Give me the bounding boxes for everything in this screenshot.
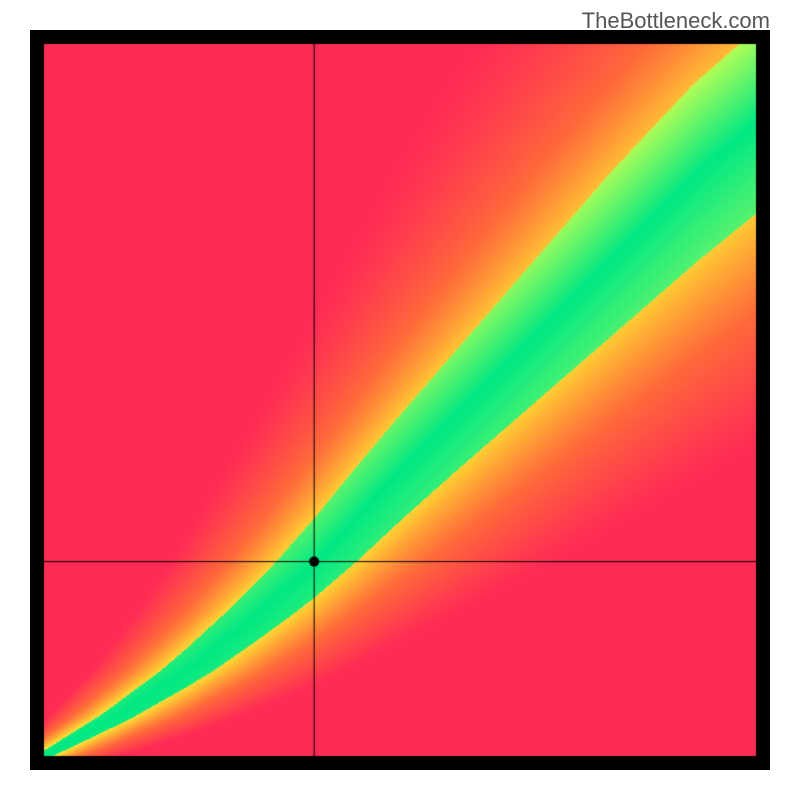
chart-container: TheBottleneck.com — [0, 0, 800, 800]
watermark-text: TheBottleneck.com — [582, 8, 770, 34]
plot-frame — [30, 30, 770, 770]
heatmap-canvas — [30, 30, 770, 770]
